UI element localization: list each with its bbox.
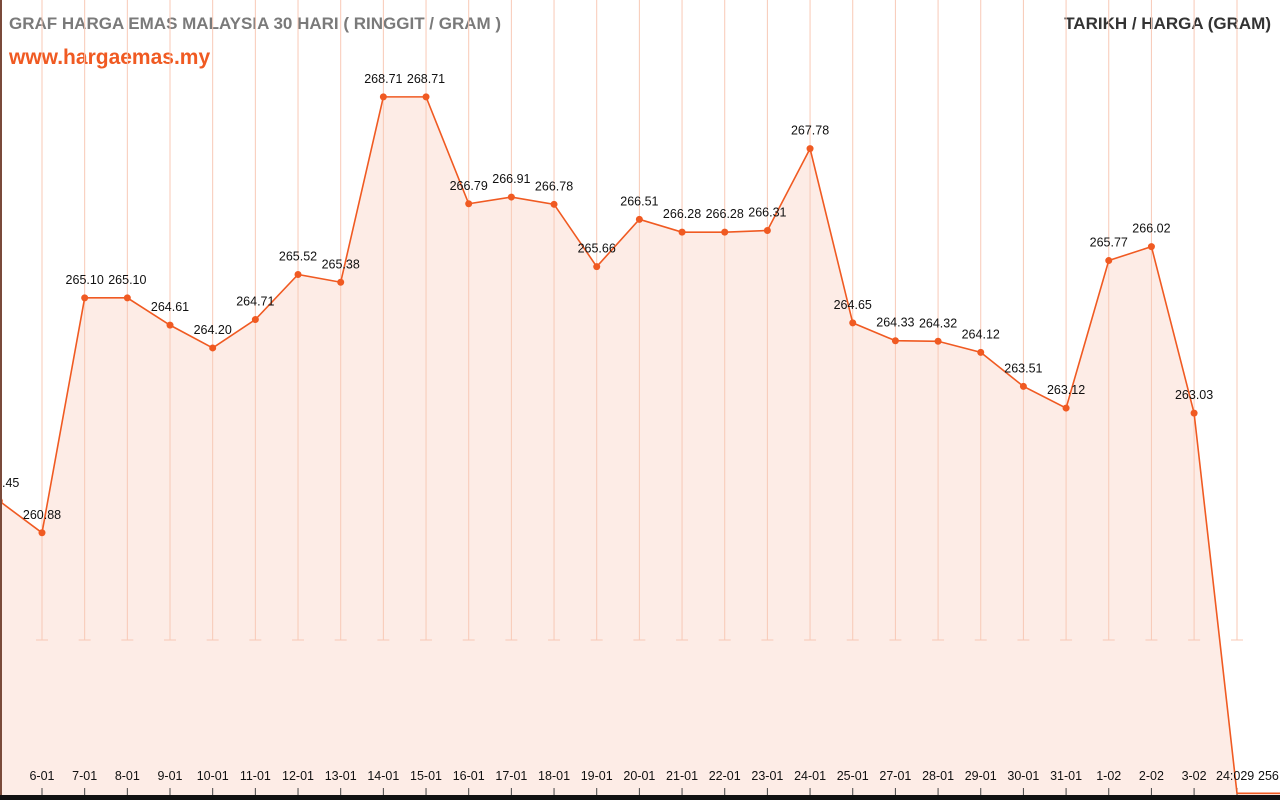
- data-label: .45: [2, 476, 19, 490]
- data-label: 268.71: [407, 72, 445, 86]
- data-point: [81, 294, 89, 302]
- data-point: [849, 319, 857, 327]
- x-tick-label: 20-01: [623, 769, 655, 783]
- bottom-axis: [0, 795, 1280, 800]
- data-label: 260.88: [23, 508, 61, 522]
- x-tick-label: 29-01: [965, 769, 997, 783]
- data-label: 263.03: [1175, 388, 1213, 402]
- x-tick-label: 10-01: [197, 769, 229, 783]
- data-point: [806, 145, 814, 153]
- data-point: [1019, 382, 1027, 390]
- data-label: 264.20: [194, 323, 232, 337]
- data-point: [1062, 404, 1070, 412]
- data-label: 264.65: [834, 298, 872, 312]
- data-label: 265.10: [66, 273, 104, 287]
- data-point: [593, 263, 601, 271]
- data-point: [422, 93, 430, 101]
- data-label: 266.91: [492, 172, 530, 186]
- data-label: 266.28: [663, 207, 701, 221]
- data-point: [1147, 243, 1155, 251]
- data-point: [1190, 409, 1198, 417]
- data-label: 264.32: [919, 316, 957, 330]
- data-point: [379, 93, 387, 101]
- x-tick-label: 19-01: [581, 769, 613, 783]
- data-label: 266.78: [535, 179, 573, 193]
- data-point: [934, 337, 942, 345]
- data-label: 265.38: [322, 257, 360, 271]
- x-tick-label: 11-01: [240, 769, 271, 783]
- data-label: 264.71: [236, 295, 274, 309]
- x-tick-label: 16-01: [453, 769, 485, 783]
- data-point: [337, 278, 345, 286]
- x-tick-label: 22-01: [709, 769, 741, 783]
- data-label: 265.10: [108, 273, 146, 287]
- data-label: 264.61: [151, 300, 189, 314]
- x-tick-label: 25-01: [837, 769, 869, 783]
- data-point: [763, 226, 771, 234]
- x-tick-label: 3-02: [1182, 769, 1207, 783]
- data-label: 266.02: [1132, 222, 1170, 236]
- x-tick-label: 14-01: [367, 769, 399, 783]
- data-label: 268.71: [364, 72, 402, 86]
- x-tick-label: 256: [1258, 769, 1279, 783]
- data-point: [721, 228, 729, 236]
- data-point: [38, 529, 46, 537]
- x-tick-label: 27-01: [879, 769, 911, 783]
- x-tick-label: 12-01: [282, 769, 314, 783]
- data-label: 263.51: [1004, 361, 1042, 375]
- x-tick-label: 9-01: [157, 769, 182, 783]
- data-point: [465, 200, 473, 208]
- data-label: 265.77: [1090, 236, 1128, 250]
- data-point: [550, 200, 558, 208]
- data-point: [678, 228, 686, 236]
- data-point: [251, 316, 259, 324]
- area-fill: [0, 96, 1280, 795]
- x-tick-label: 18-01: [538, 769, 570, 783]
- data-label: 267.78: [791, 124, 829, 138]
- data-label: 266.79: [450, 179, 488, 193]
- data-label: 266.31: [748, 205, 786, 219]
- x-tick-label: 24:029: [1216, 769, 1254, 783]
- data-point: [635, 215, 643, 223]
- x-tick-label: 15-01: [410, 769, 442, 783]
- website-link[interactable]: www.hargaemas.my: [9, 46, 211, 69]
- data-point: [1105, 257, 1113, 265]
- data-label: 266.51: [620, 194, 658, 208]
- x-tick-label: 30-01: [1007, 769, 1039, 783]
- x-tick-label: 2-02: [1139, 769, 1164, 783]
- x-tick-label: 24-01: [794, 769, 826, 783]
- axis-legend-title: TARIKH / HARGA (GRAM): [1064, 14, 1271, 33]
- x-tick-label: 21-01: [666, 769, 698, 783]
- x-tick-label: 8-01: [115, 769, 140, 783]
- x-tick-label: 23-01: [751, 769, 783, 783]
- data-label: 265.52: [279, 249, 317, 263]
- x-tick-label: 13-01: [325, 769, 357, 783]
- data-label: 265.66: [578, 242, 616, 256]
- data-label: 264.33: [876, 316, 914, 330]
- x-tick-label: 28-01: [922, 769, 954, 783]
- x-tick-label: 6-01: [29, 769, 54, 783]
- data-point: [294, 270, 302, 278]
- data-label: 263.12: [1047, 383, 1085, 397]
- data-point: [507, 193, 515, 201]
- left-axis: [0, 0, 2, 795]
- x-tick-label: 7-01: [72, 769, 97, 783]
- data-point: [123, 294, 131, 302]
- x-tick-label: 17-01: [495, 769, 527, 783]
- x-tick-label: 31-01: [1050, 769, 1082, 783]
- data-point: [166, 321, 174, 329]
- data-point: [977, 348, 985, 356]
- data-point: [891, 337, 899, 345]
- data-label: 266.28: [706, 207, 744, 221]
- x-tick-label: 1-02: [1096, 769, 1121, 783]
- data-label: 264.12: [962, 327, 1000, 341]
- data-point: [209, 344, 217, 352]
